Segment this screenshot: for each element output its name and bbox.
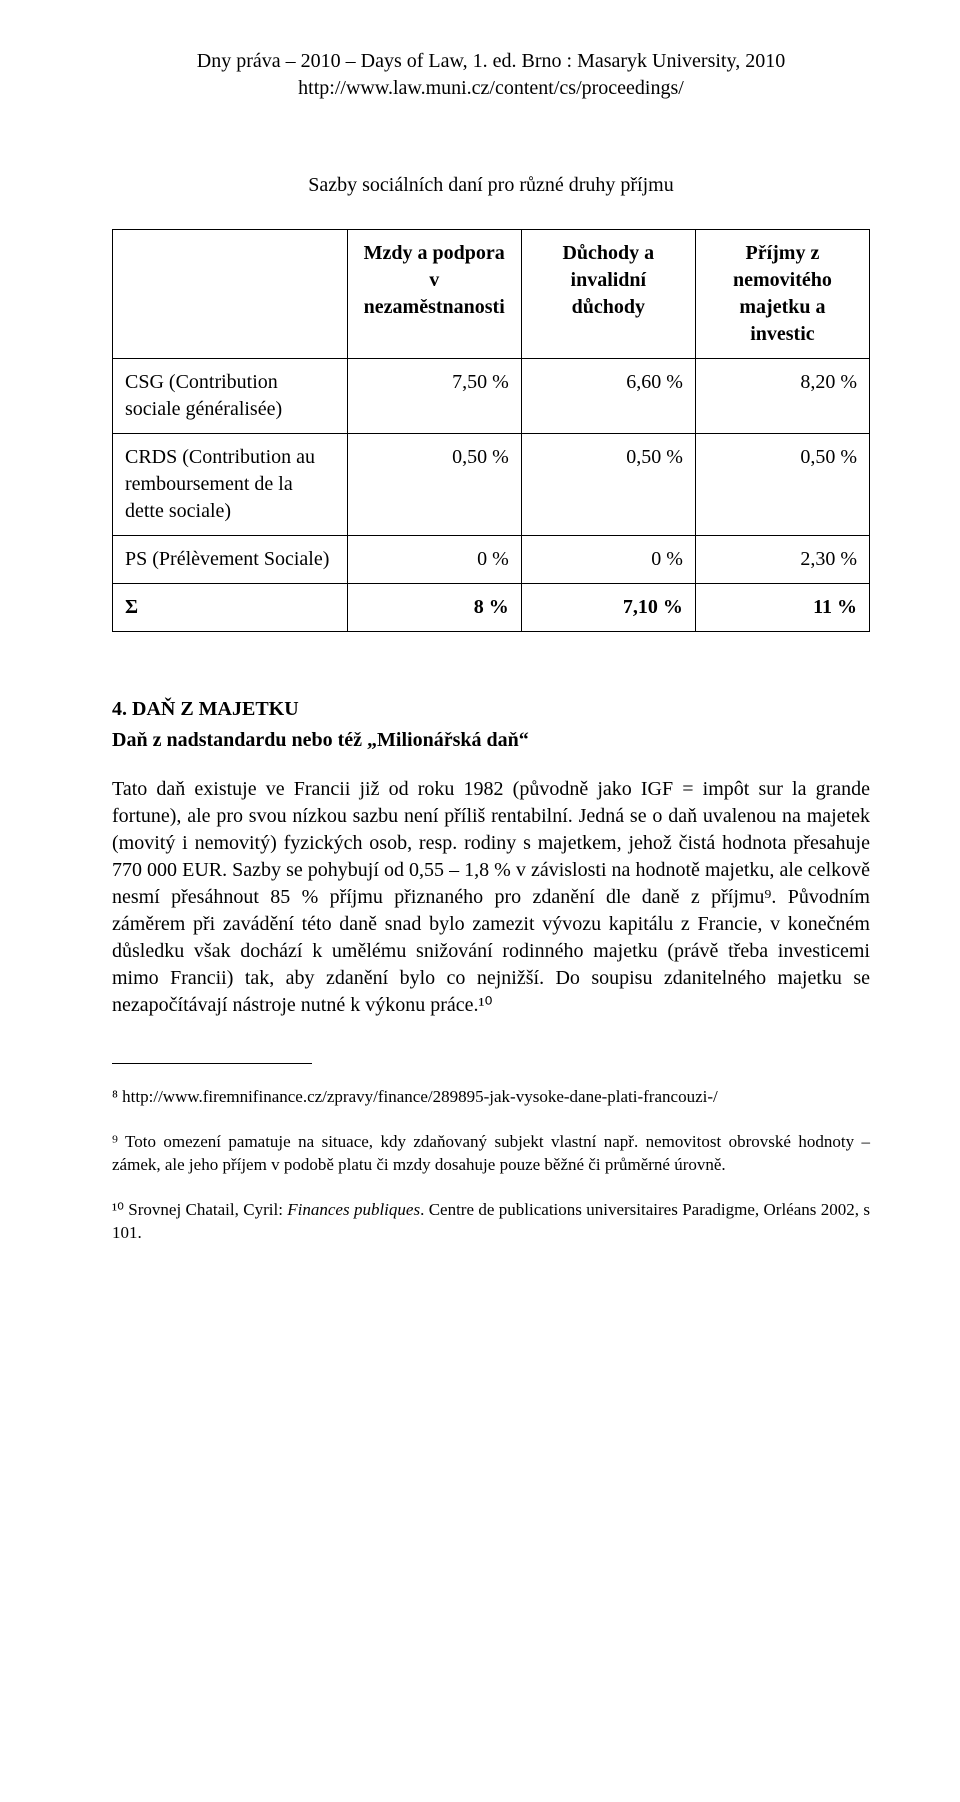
row-val: 0,50 % [347, 434, 521, 536]
th-col-1: Mzdy a podpora v nezaměstnanosti [347, 230, 521, 359]
footnote-10-italic: Finances publiques [287, 1200, 420, 1219]
footnote-10: ¹⁰ Srovnej Chatail, Cyril: Finances publ… [112, 1199, 870, 1245]
th-col-2: Důchody a invalidní důchody [521, 230, 695, 359]
row-label-sum: Σ [113, 584, 348, 632]
row-label: CRDS (Contribution au remboursement de l… [113, 434, 348, 536]
footnote-8: ⁸ http://www.firemnifinance.cz/zpravy/fi… [112, 1086, 870, 1109]
row-val: 0,50 % [695, 434, 869, 536]
row-label: CSG (Contribution sociale généralisée) [113, 359, 348, 434]
rates-table: Mzdy a podpora v nezaměstnanosti Důchody… [112, 229, 870, 632]
row-val: 0 % [521, 536, 695, 584]
th-blank [113, 230, 348, 359]
body-paragraph: Tato daň existuje ve Francii již od roku… [112, 776, 870, 1019]
th-col-3: Příjmy z nemovitého majetku a investic [695, 230, 869, 359]
footnote-10-a: ¹⁰ Srovnej Chatail, Cyril: [112, 1200, 287, 1219]
row-val: 8,20 % [695, 359, 869, 434]
header-line-1: Dny práva – 2010 – Days of Law, 1. ed. B… [112, 48, 870, 75]
table-row: CSG (Contribution sociale généralisée) 7… [113, 359, 870, 434]
table-header-row: Mzdy a podpora v nezaměstnanosti Důchody… [113, 230, 870, 359]
section-heading: 4. DAŇ Z MAJETKU [112, 696, 870, 723]
row-val: 7,50 % [347, 359, 521, 434]
footnote-9: ⁹ Toto omezení pamatuje na situace, kdy … [112, 1131, 870, 1177]
row-val: 2,30 % [695, 536, 869, 584]
row-val: 0 % [347, 536, 521, 584]
row-val: 11 % [695, 584, 869, 632]
table-row: CRDS (Contribution au remboursement de l… [113, 434, 870, 536]
row-val: 6,60 % [521, 359, 695, 434]
footnote-rule [112, 1063, 312, 1064]
row-val: 8 % [347, 584, 521, 632]
header-line-2: http://www.law.muni.cz/content/cs/procee… [112, 75, 870, 102]
page-header: Dny práva – 2010 – Days of Law, 1. ed. B… [112, 48, 870, 102]
row-val: 7,10 % [521, 584, 695, 632]
table-row: PS (Prélèvement Sociale) 0 % 0 % 2,30 % [113, 536, 870, 584]
table-title: Sazby sociálních daní pro různé druhy př… [112, 172, 870, 199]
row-label: PS (Prélèvement Sociale) [113, 536, 348, 584]
table-row-sum: Σ 8 % 7,10 % 11 % [113, 584, 870, 632]
section-subheading: Daň z nadstandardu nebo též „Milionářská… [112, 727, 870, 754]
row-val: 0,50 % [521, 434, 695, 536]
